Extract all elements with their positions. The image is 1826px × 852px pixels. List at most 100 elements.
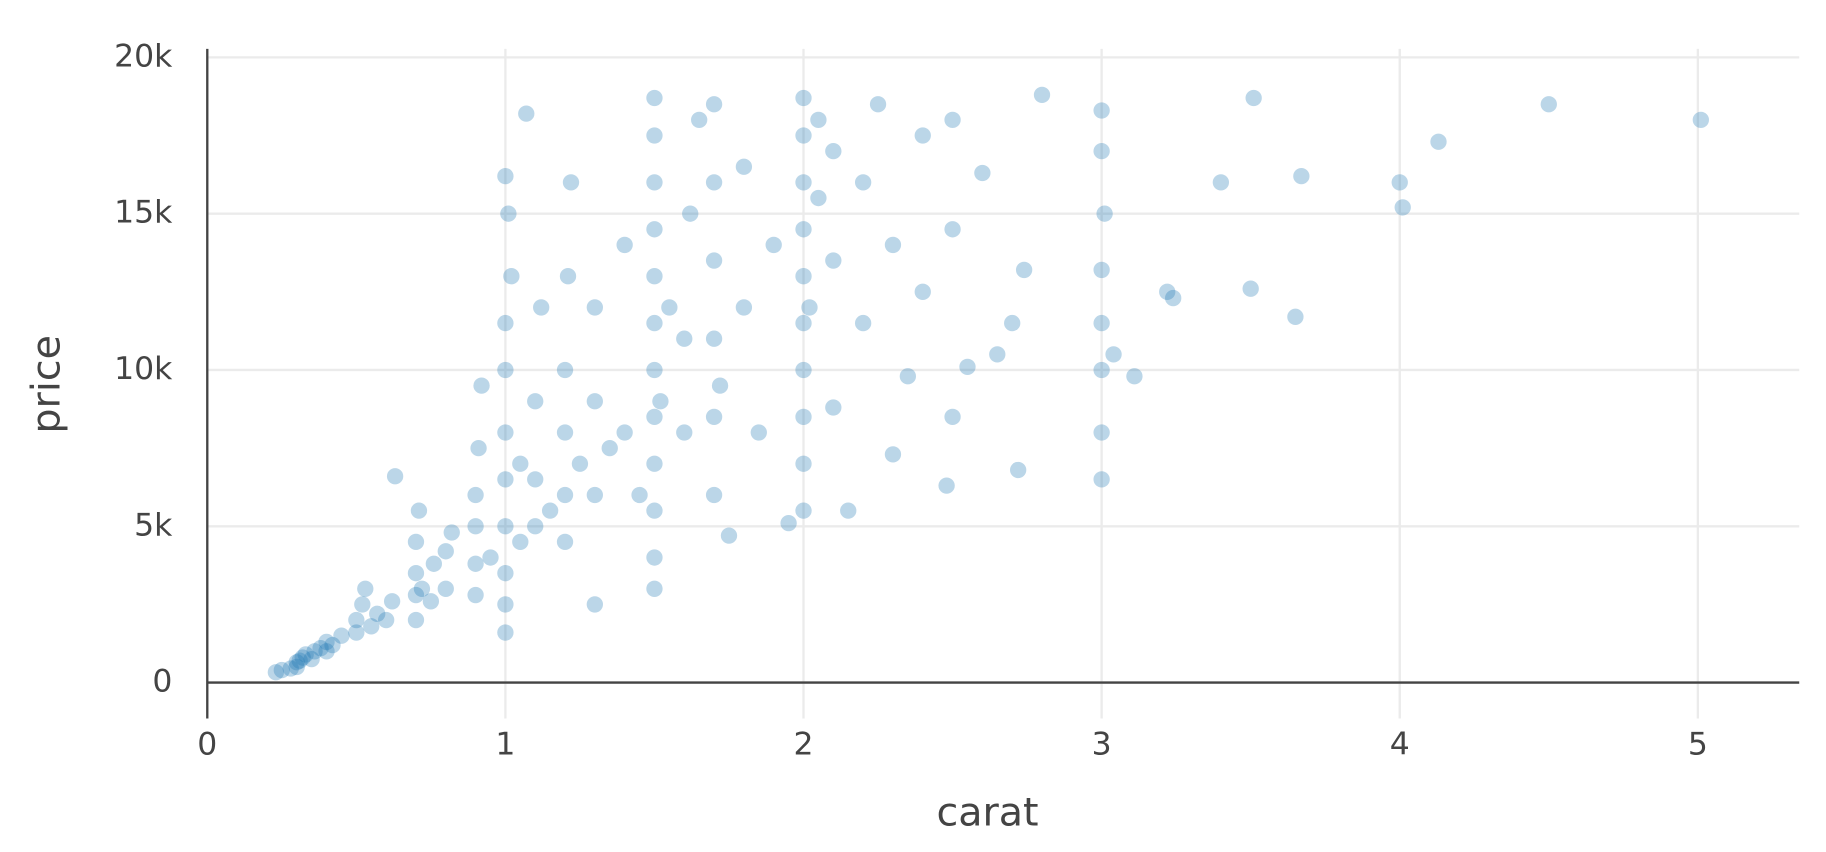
point [646,549,663,566]
point [512,533,529,551]
point [646,221,663,238]
x-tick-label: 2 [794,726,814,762]
point [369,605,386,622]
point [795,127,812,144]
point [407,586,425,604]
x-tick-label: 5 [1688,726,1708,762]
point [586,596,603,613]
point [470,439,487,457]
point [497,314,514,332]
point [705,252,723,269]
point [467,518,484,535]
point [1093,471,1110,488]
point [413,580,431,597]
point [437,580,454,597]
point [944,408,961,426]
point [959,358,976,375]
point [1093,314,1110,332]
point [1015,261,1033,279]
y-tick-label: 5k [134,507,173,543]
point [705,96,723,113]
point [324,636,341,654]
point [306,643,323,660]
y-tick-label: 15k [114,195,173,231]
point [354,596,371,613]
point [989,346,1006,363]
point [616,236,633,254]
point [527,393,544,410]
point [282,660,299,677]
point [601,439,618,457]
point [527,518,544,535]
point [646,127,663,144]
point [467,555,484,572]
point [795,89,812,107]
point [735,158,753,175]
point [795,314,812,332]
point [795,455,812,472]
point [795,268,812,285]
point [267,664,285,681]
point [559,268,577,285]
point [705,174,723,191]
point [1293,168,1310,185]
point [735,299,753,316]
point [938,477,955,494]
point [1430,133,1447,150]
point [1093,102,1110,119]
point [497,565,514,582]
point [780,514,797,532]
point [914,283,931,300]
point [422,593,440,610]
point [443,524,460,541]
point [1004,314,1021,332]
point [661,299,678,316]
point [291,652,308,669]
point [1391,174,1408,191]
point [348,624,365,641]
x-axis-title: carat [936,790,1038,836]
point [795,502,812,519]
point [1692,111,1709,129]
point [795,408,812,426]
point [616,424,633,441]
point [437,543,454,560]
point [711,377,729,394]
point [914,127,931,144]
y-tick-label: 0 [152,664,172,700]
point [586,486,603,504]
point [533,299,550,316]
point [691,111,708,129]
point [503,268,520,285]
point [383,593,401,610]
point [497,471,514,488]
point [1093,261,1110,279]
point [512,455,529,472]
point [825,399,842,416]
point [1126,368,1143,385]
point [297,646,314,663]
point [467,586,484,604]
point [294,649,311,666]
x-tick-label: 3 [1092,726,1112,762]
point [556,361,574,379]
point [410,502,428,519]
point [556,486,574,504]
point [541,502,559,519]
point [750,424,767,441]
point [312,640,329,657]
point [840,502,857,519]
point [1212,174,1230,191]
point [333,627,350,644]
point [646,268,663,285]
point [482,549,499,566]
y-tick-label: 20k [114,38,173,74]
point [810,189,827,207]
point [497,424,514,441]
point [407,611,425,629]
point [646,174,663,191]
point [497,596,514,613]
point [386,468,404,485]
point [825,252,842,269]
point [318,643,335,660]
